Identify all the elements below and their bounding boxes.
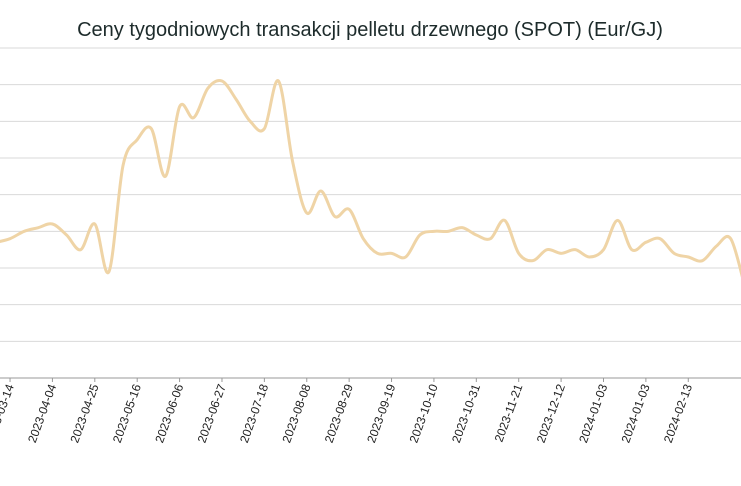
x-tick-label: 2024-01-03	[619, 382, 653, 445]
x-tick-label: 2024-02-13	[661, 382, 695, 445]
x-tick-label: 2023-04-04	[25, 382, 59, 445]
x-tick-label: 2023-04-25	[67, 382, 101, 445]
x-tick-label: 2023-09-19	[364, 382, 398, 445]
data-line	[0, 79, 741, 278]
x-tick-label: 2023-06-27	[195, 382, 229, 445]
x-tick-label: 2023-06-06	[152, 382, 186, 445]
x-tick-label: 2023-08-29	[322, 382, 356, 445]
x-tick-label: 2023-08-08	[279, 382, 313, 445]
x-tick-label: 2023-05-16	[110, 382, 144, 445]
chart-title: Ceny tygodniowych transakcji pelletu drz…	[77, 19, 663, 41]
x-tick-label: 2023-12-12	[534, 382, 568, 445]
x-tick-label: 2023-10-10	[407, 382, 441, 445]
x-tick-label: 2023-07-18	[237, 382, 271, 445]
x-tick-label: 2023-11-21	[492, 382, 526, 444]
x-tick-label: 2024-01-03	[576, 382, 610, 445]
x-tick-label: 2023-03-14	[0, 382, 17, 445]
x-tick-label: 2023-10-31	[449, 382, 483, 445]
